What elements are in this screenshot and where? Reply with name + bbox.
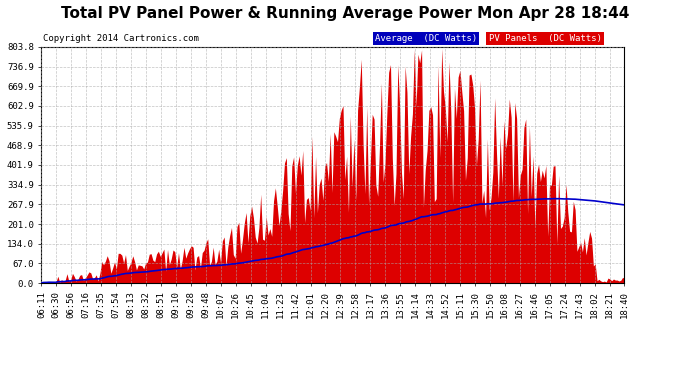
Text: Average  (DC Watts): Average (DC Watts)	[375, 34, 477, 43]
Text: Total PV Panel Power & Running Average Power Mon Apr 28 18:44: Total PV Panel Power & Running Average P…	[61, 6, 629, 21]
Text: Copyright 2014 Cartronics.com: Copyright 2014 Cartronics.com	[43, 34, 199, 43]
Text: PV Panels  (DC Watts): PV Panels (DC Watts)	[489, 34, 602, 43]
